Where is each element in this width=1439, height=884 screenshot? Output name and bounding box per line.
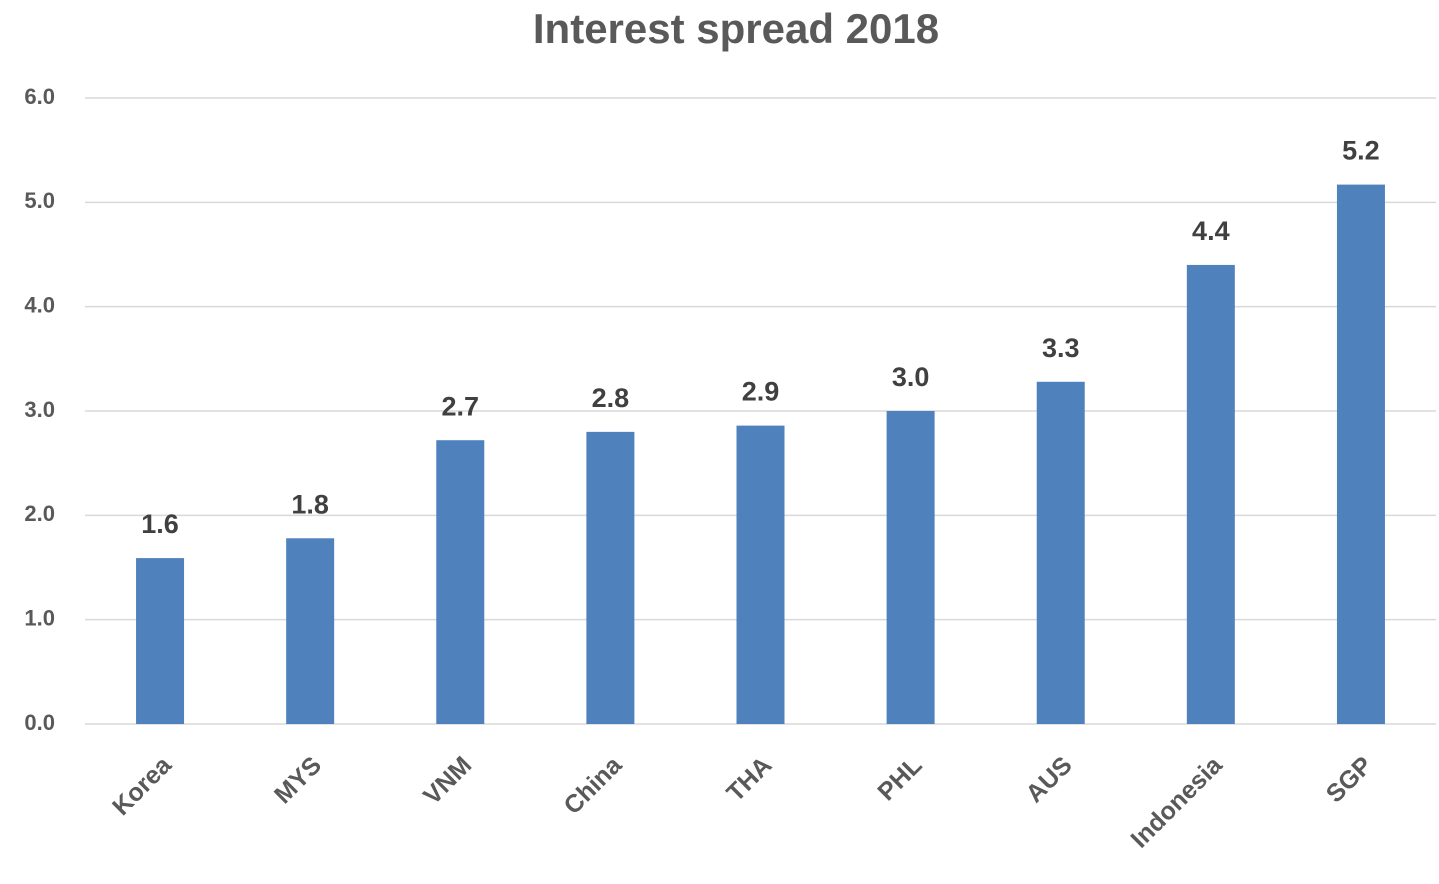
x-tick-label: Indonesia	[1125, 750, 1228, 853]
x-tick-label: China	[558, 750, 628, 820]
x-tick-label: SGP	[1321, 751, 1378, 808]
bar	[1186, 264, 1235, 724]
x-tick-label: VNM	[418, 751, 477, 810]
data-label: 1.8	[291, 489, 329, 519]
chart-title: Interest spread 2018	[533, 5, 939, 52]
y-tick-label: 5.0	[24, 188, 55, 213]
data-label: 5.2	[1342, 136, 1380, 166]
bar	[286, 538, 335, 724]
y-tick-label: 2.0	[24, 501, 55, 526]
bar	[1036, 381, 1085, 724]
data-label: 3.3	[1042, 333, 1080, 363]
y-tick-label: 3.0	[24, 397, 55, 422]
bar	[586, 431, 635, 724]
y-tick-label: 0.0	[24, 710, 55, 735]
data-label: 2.9	[742, 377, 780, 407]
bar	[136, 558, 185, 724]
x-tick-label: AUS	[1021, 751, 1078, 808]
x-tick-label: MYS	[269, 751, 327, 809]
bar	[436, 440, 485, 724]
y-tick-label: 1.0	[24, 605, 55, 630]
bar	[736, 425, 785, 724]
y-tick-label: 6.0	[24, 84, 55, 109]
y-tick-label: 4.0	[24, 292, 55, 317]
x-tick-label: PHL	[872, 751, 927, 806]
data-label: 2.7	[442, 391, 480, 421]
x-tick-label: Korea	[107, 750, 178, 821]
data-label: 4.4	[1192, 216, 1230, 246]
data-label: 3.0	[892, 362, 930, 392]
bar	[886, 411, 935, 724]
data-label: 1.6	[141, 509, 179, 539]
bar	[1336, 184, 1385, 724]
data-label: 2.8	[592, 383, 630, 413]
x-tick-label: THA	[721, 751, 777, 807]
